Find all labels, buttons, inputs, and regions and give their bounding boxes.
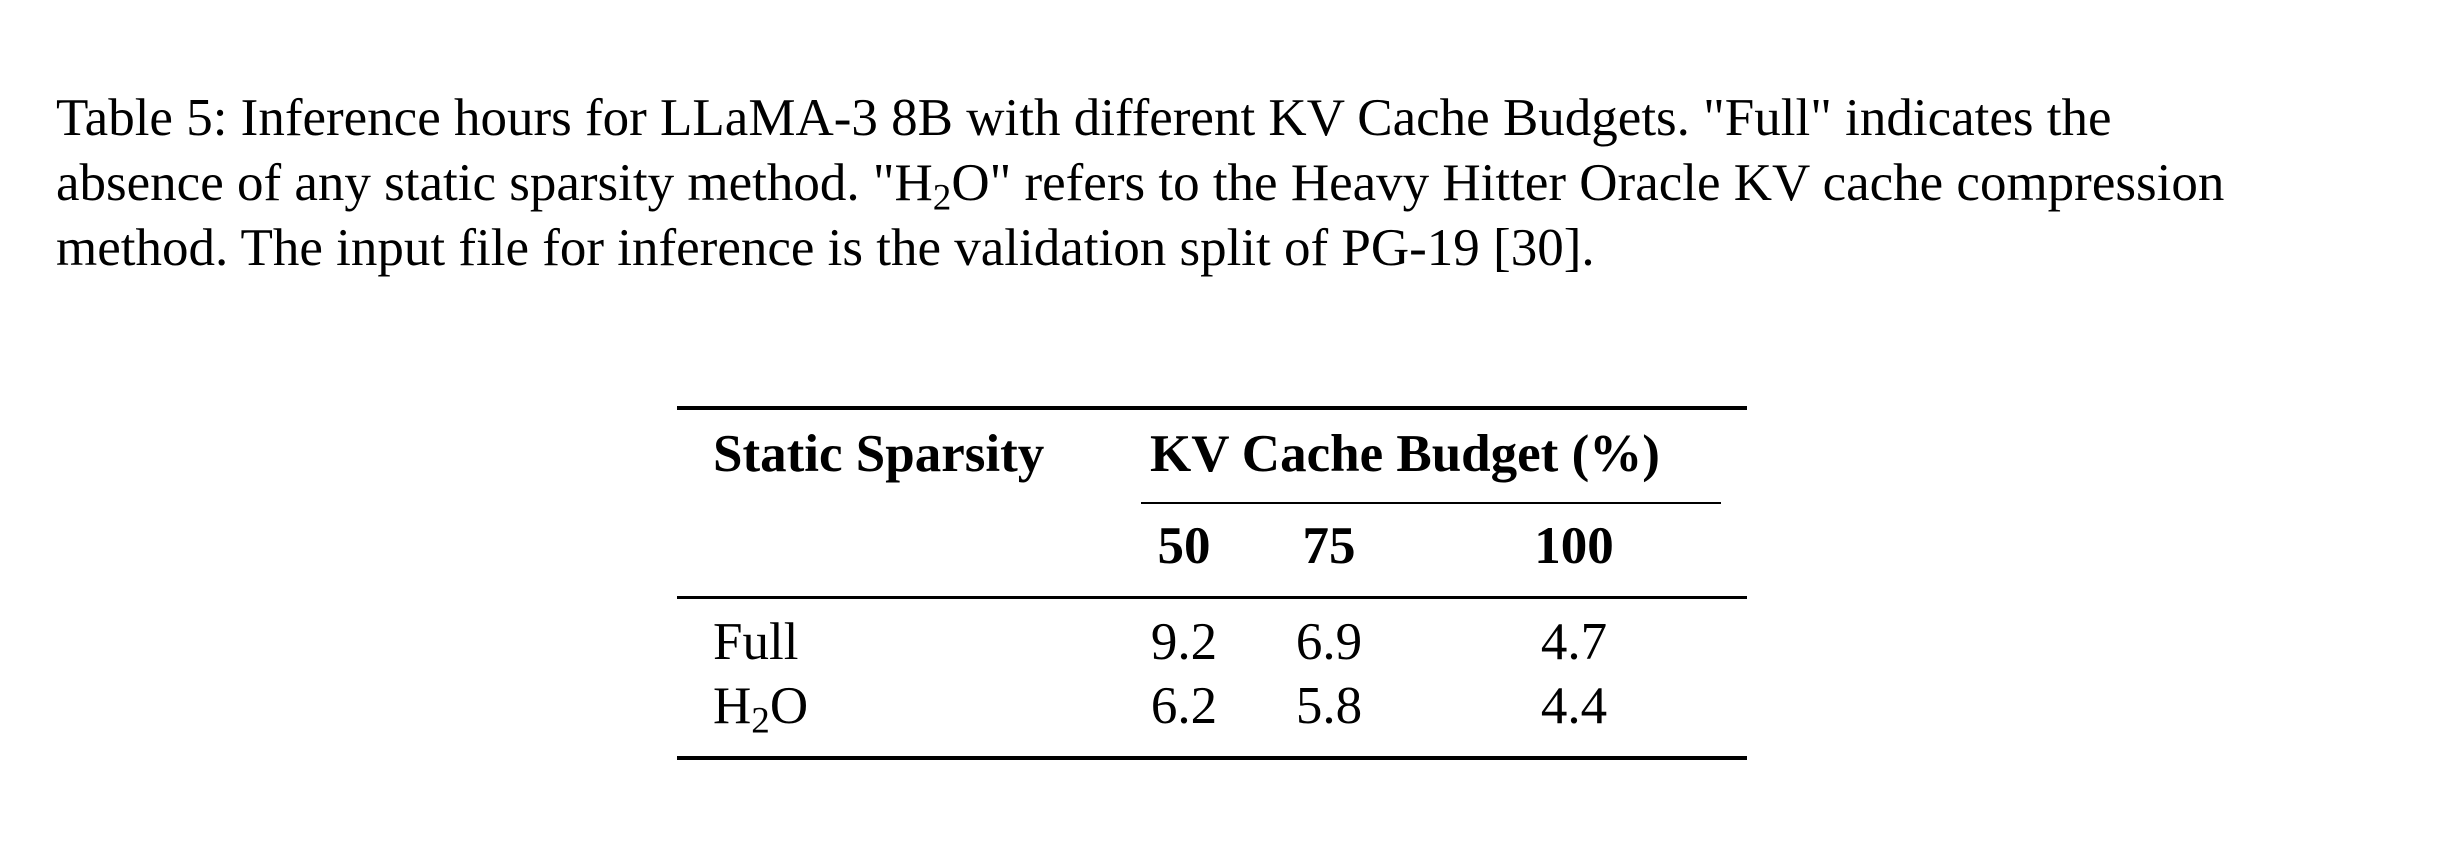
table-top-rule	[677, 406, 1747, 410]
cell-h2o-75: 5.8	[1295, 677, 1363, 735]
header-budget-50: 50	[1157, 517, 1211, 575]
caption-line-3: method. The input file for inference is …	[56, 219, 1595, 277]
header-budget-100: 100	[1534, 517, 1614, 575]
row-label-h2o-pre: H	[713, 677, 752, 735]
cell-full-75: 6.9	[1295, 613, 1363, 671]
caption-subscript: 2	[932, 177, 952, 219]
header-kv-cache-budget: KV Cache Budget (%)	[1150, 425, 1660, 483]
cell-full-50: 9.2	[1150, 613, 1218, 671]
caption-line-1: Table 5: Inference hours for LLaMA-3 8B …	[56, 89, 2112, 147]
row-label-h2o: H2O	[713, 676, 809, 739]
row-label-h2o-post: O	[769, 677, 809, 735]
row-label-full: Full	[713, 612, 798, 672]
table-caption: Table 5: Inference hours for LLaMA-3 8B …	[56, 86, 2396, 281]
table-mid-rule	[677, 596, 1747, 599]
header-budget-75: 75	[1302, 517, 1356, 575]
header-static-sparsity: Static Sparsity	[713, 425, 1045, 483]
cell-h2o-50: 6.2	[1150, 677, 1218, 735]
table-bottom-rule	[677, 756, 1747, 760]
cell-h2o-100: 4.4	[1540, 677, 1608, 735]
row-label-h2o-sub: 2	[751, 700, 770, 742]
row-label-full-text: Full	[713, 613, 799, 671]
inference-hours-table: Static Sparsity KV Cache Budget (%) 50 7…	[677, 406, 1747, 760]
cell-full-100: 4.7	[1540, 613, 1608, 671]
budget-group-rule	[1141, 502, 1721, 504]
caption-line-2: absence of any static sparsity method. "…	[56, 151, 2396, 216]
caption-line-2-post: O" refers to the Heavy Hitter Oracle KV …	[951, 154, 2225, 212]
caption-line-2-pre: absence of any static sparsity method. "…	[56, 154, 933, 212]
